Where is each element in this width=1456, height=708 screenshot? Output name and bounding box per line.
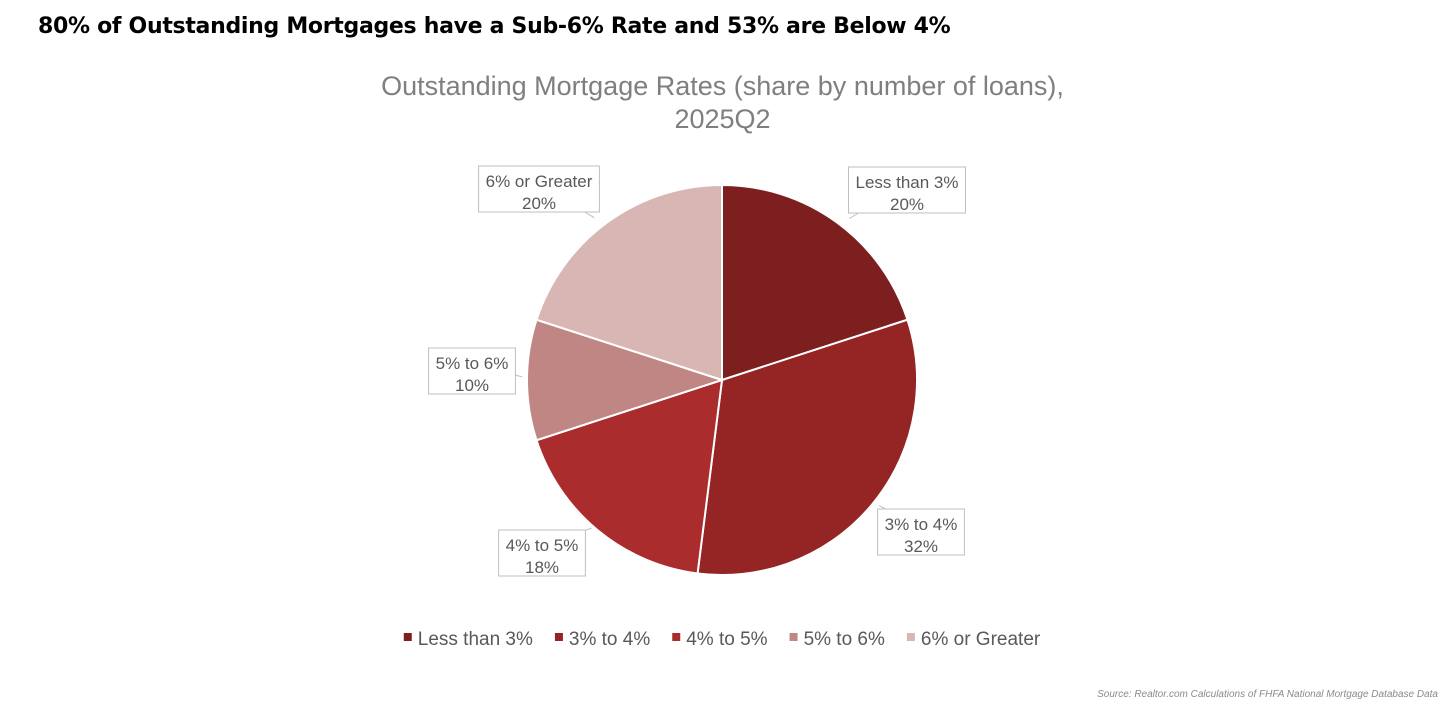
data-label: 4% to 5% 18% bbox=[498, 527, 592, 577]
pie-slice bbox=[696, 318, 918, 576]
label-value: 10% bbox=[455, 376, 489, 395]
legend-swatch bbox=[906, 633, 915, 641]
label-value: 20% bbox=[890, 195, 924, 214]
source-note: Source: Realtor.com Calculations of FHFA… bbox=[1097, 689, 1438, 700]
leader-line bbox=[849, 212, 859, 219]
legend: Less than 3% 3% to 4% 4% to 5% 5% to 6% 6% o… bbox=[403, 629, 1041, 650]
label-category: 3% to 4% bbox=[885, 515, 958, 534]
legend-swatch bbox=[554, 633, 563, 641]
data-label: 3% to 4% 32% bbox=[877, 505, 965, 556]
label-box bbox=[428, 347, 516, 395]
leader-line bbox=[585, 527, 592, 531]
label-box bbox=[847, 166, 967, 214]
data-label: 5% to 6% 10% bbox=[428, 347, 523, 395]
pie-slice bbox=[535, 378, 724, 575]
leader-line bbox=[878, 505, 886, 510]
label-box bbox=[478, 165, 600, 213]
headline: 80% of Outstanding Mortgages have a Sub-… bbox=[38, 14, 951, 39]
chart-title: Outstanding Mortgage Rates (share by num… bbox=[381, 71, 1064, 134]
legend-swatch bbox=[672, 633, 681, 641]
legend-label: 4% to 5% bbox=[686, 629, 767, 650]
data-label: 6% or Greater 20% bbox=[478, 165, 600, 219]
legend-swatch bbox=[789, 633, 798, 641]
label-category: 5% to 6% bbox=[436, 354, 509, 373]
legend-label: 5% to 6% bbox=[804, 629, 885, 650]
legend-label: 6% or Greater bbox=[921, 629, 1041, 650]
label-category: 4% to 5% bbox=[506, 536, 579, 555]
pie-slice bbox=[535, 183, 723, 382]
leader-line bbox=[584, 211, 595, 219]
label-category: 6% or Greater bbox=[486, 172, 593, 191]
pie-slice bbox=[526, 318, 726, 442]
data-label: Less than 3% 20% bbox=[847, 166, 967, 219]
label-category: Less than 3% bbox=[855, 173, 958, 192]
label-value: 20% bbox=[522, 194, 556, 213]
label-value: 32% bbox=[904, 537, 938, 556]
legend-label: 3% to 4% bbox=[569, 629, 650, 650]
label-value: 18% bbox=[525, 558, 559, 577]
legend-swatch bbox=[403, 633, 412, 641]
label-box bbox=[877, 508, 965, 556]
leader-line bbox=[515, 374, 523, 378]
pie-slice bbox=[721, 183, 909, 382]
label-box bbox=[498, 529, 586, 577]
legend-label: Less than 3% bbox=[418, 629, 533, 650]
